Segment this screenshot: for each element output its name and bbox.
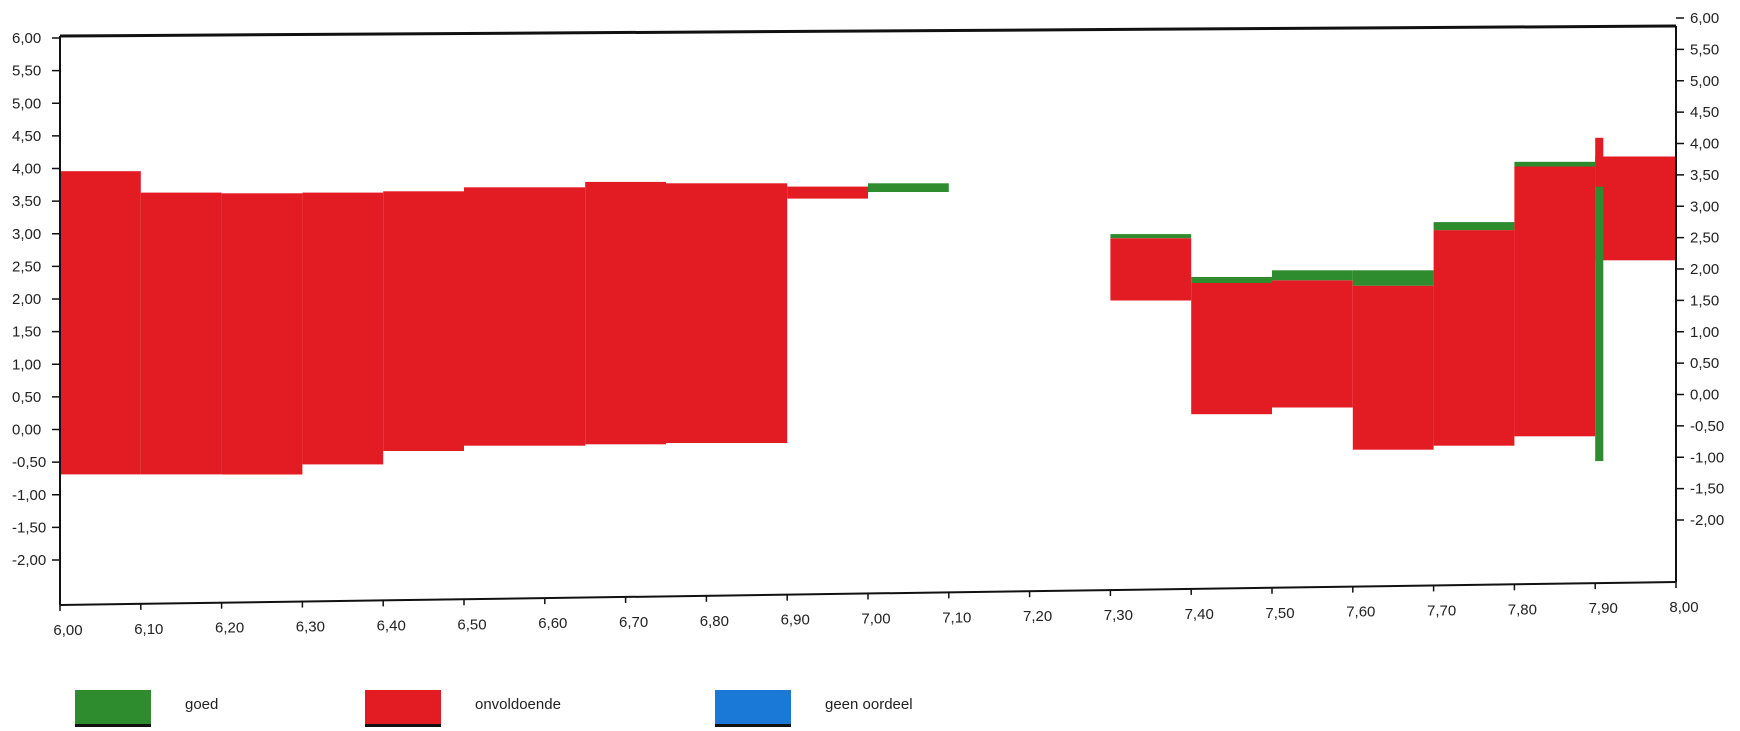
y-right-tick-label: 3,50 [1690,167,1719,184]
x-tick-label: 6,00 [53,622,82,639]
bar-goed-19 [1433,222,1515,231]
x-tick-label: 7,90 [1589,600,1618,617]
y-right-tick-label: -2,00 [1690,512,1724,529]
bar-onvoldoende-4 [383,191,464,452]
bar-onvoldoende-8 [787,186,868,199]
bar-onvoldoende-10 [1110,238,1192,301]
y-left-tick-label: -0,50 [12,454,46,471]
y-left-tick-label: -2,00 [12,552,46,569]
x-tick-label: 8,00 [1669,599,1698,616]
bar-onvoldoende-7 [666,183,788,444]
y-left-tick-label: 6,00 [12,30,41,47]
y-left-tick-label: 2,50 [12,258,41,275]
x-tick-label: 6,20 [215,620,244,637]
y-left-tick-label: 5,50 [12,63,41,80]
y-right-tick-label: 0,50 [1690,355,1719,372]
y-right-tick-label: 5,50 [1690,41,1719,58]
bar-onvoldoende-5 [464,187,586,446]
bar-onvoldoende-16 [1352,285,1434,450]
x-tick-label: 6,30 [296,619,325,636]
bar-onvoldoende-3 [302,192,384,465]
bar-goed-21 [1514,161,1596,167]
legend-label-goed: goed [185,696,219,713]
y-left-tick-label: 4,50 [12,128,41,145]
x-tick-label: 7,30 [1104,607,1133,624]
y-right-tick-label: 5,00 [1690,73,1719,90]
y-left-tick-label: 1,00 [12,356,41,373]
x-tick-label: 7,00 [861,611,890,628]
y-right-tick-label: 4,50 [1690,104,1719,121]
bar-goed-11 [1110,234,1192,239]
y-left-tick-label: 3,00 [12,226,41,243]
bar-onvoldoende-20 [1514,166,1596,437]
ticks-layer: 6,00 5,50 5,00 4,50 4,00 3,50 3,00 2,50 2,00 1,50… [12,10,1724,639]
x-tick-label: 6,60 [538,615,567,632]
bar-onvoldoende-2 [221,193,303,475]
y-right-tick-label: 4,00 [1690,136,1719,153]
legend-swatch-geen-oordeel [715,690,791,727]
y-right-tick-label: 6,00 [1690,10,1719,27]
x-tick-label: 6,40 [377,617,406,634]
y-right-tick-label: 2,50 [1690,230,1719,247]
bar-onvoldoende-22 [1595,156,1676,261]
bar-onvoldoende-1 [140,192,222,475]
y-left-tick-label: -1,50 [12,519,46,536]
bar-goed-23 [1595,186,1604,462]
x-tick-label: 7,80 [1508,601,1537,618]
y-left-tick-label: 0,50 [12,389,41,406]
x-tick-label: 7,40 [1185,606,1214,623]
bar-onvoldoende-12 [1191,283,1272,415]
x-tick-label: 6,70 [619,614,648,631]
y-right-tick-label: -1,00 [1690,449,1724,466]
x-tick-label: 6,10 [134,621,163,638]
bar-onvoldoende-6 [585,181,666,445]
x-tick-label: 7,20 [1023,608,1052,625]
bar-onvoldoende-18 [1433,230,1515,446]
x-tick-label: 7,70 [1427,602,1456,619]
x-tick-label: 6,80 [700,613,729,630]
bars-layer [60,137,1676,475]
bar-goed-15 [1272,270,1353,281]
x-tick-label: 6,50 [457,616,486,633]
y-left-tick-label: -1,00 [12,487,46,504]
legend-label-geen-oordeel: geen oordeel [825,696,913,713]
chart-svg: 6,00 5,50 5,00 4,50 4,00 3,50 3,00 2,50 2,00 1,50… [12,10,1724,639]
x-tick-label: 6,90 [781,612,810,629]
bar-goed-13 [1191,277,1272,283]
x-tick-label: 7,10 [942,609,971,626]
bar-onvoldoende-24 [1595,137,1604,187]
x-tick-label: 7,50 [1265,605,1294,622]
legend: goed onvoldoende geen oordeel [0,688,1740,731]
y-right-tick-label: 2,00 [1690,261,1719,278]
y-left-tick-label: 2,00 [12,291,41,308]
y-left-tick-label: 5,00 [12,95,41,112]
y-right-tick-label: 0,00 [1690,387,1719,404]
y-left-tick-label: 1,50 [12,324,41,341]
y-left-tick-label: 0,00 [12,422,41,439]
top-frame-line [59,24,1677,38]
bar-goed-17 [1352,270,1434,286]
y-right-tick-label: 3,00 [1690,198,1719,215]
y-left-tick-label: 4,00 [12,161,41,178]
x-tick-label: 7,60 [1346,604,1375,621]
y-right-tick-label: -0,50 [1690,418,1724,435]
bar-goed-9 [868,183,949,192]
y-left-tick-label: 3,50 [12,193,41,210]
y-right-tick-label: 1,00 [1690,324,1719,341]
bar-onvoldoende-0 [60,171,141,475]
y-right-tick-label: 1,50 [1690,292,1719,309]
legend-label-onvoldoende: onvoldoende [475,696,561,713]
bar-onvoldoende-14 [1272,280,1353,408]
y-right-tick-label: -1,50 [1690,481,1724,498]
legend-swatch-onvoldoende [365,690,441,727]
legend-swatch-goed [75,690,151,727]
